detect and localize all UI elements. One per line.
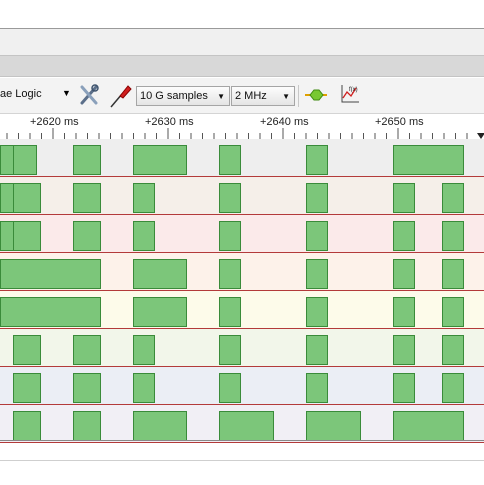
signal-pulse xyxy=(306,183,328,213)
signal-pulse xyxy=(306,335,328,365)
signal-baseline xyxy=(0,252,484,253)
signal-baseline xyxy=(0,366,484,367)
menu-band xyxy=(0,29,484,55)
channel-row[interactable] xyxy=(0,329,484,367)
signal-pulse xyxy=(133,259,187,289)
signal-pulse xyxy=(306,221,328,251)
signal-pulse xyxy=(442,297,464,327)
ruler-ticks xyxy=(6,128,468,140)
signal-pulse xyxy=(219,373,241,403)
simulate-icon[interactable] xyxy=(305,88,327,102)
signal-pulse xyxy=(393,221,415,251)
signal-pulse xyxy=(13,411,41,441)
end-marker-icon[interactable] xyxy=(477,133,484,139)
signal-baseline xyxy=(0,176,484,177)
ruler-label-2: +2630 ms xyxy=(145,116,194,128)
signal-pulse xyxy=(306,259,328,289)
probe-icon[interactable] xyxy=(108,83,132,109)
signal-pulse xyxy=(442,221,464,251)
signal-pulse xyxy=(0,297,101,327)
signal-pulse xyxy=(13,373,41,403)
channel-row[interactable] xyxy=(0,215,484,253)
signal-pulse xyxy=(73,411,101,441)
channel-row[interactable] xyxy=(0,253,484,291)
signal-pulse xyxy=(306,297,328,327)
toolbar: ae Logic ▼ 10 G samples ▼ 2 MHz ▼ xyxy=(0,78,484,113)
signal-pulse xyxy=(442,259,464,289)
analyzer-dropdown-arrow-icon[interactable]: ▼ xyxy=(62,88,71,98)
signal-pulse xyxy=(393,335,415,365)
signal-pulse xyxy=(393,145,464,175)
signal-pulse xyxy=(13,335,41,365)
signal-pulse xyxy=(219,221,241,251)
samples-value: 10 G samples xyxy=(140,90,208,102)
tools-icon[interactable] xyxy=(78,83,100,107)
channel-row[interactable] xyxy=(0,291,484,329)
channel-row[interactable] xyxy=(0,367,484,405)
signal-pulse xyxy=(133,335,155,365)
signal-pulse xyxy=(219,145,241,175)
signal-pulse xyxy=(73,335,101,365)
signal-pulse xyxy=(73,183,101,213)
signal-pulse xyxy=(219,259,241,289)
signal-pulse xyxy=(306,411,361,441)
signal-pulse xyxy=(133,297,187,327)
signal-pulse xyxy=(393,373,415,403)
channel-row[interactable] xyxy=(0,139,484,177)
signal-pulse xyxy=(73,145,101,175)
rate-dropdown[interactable]: 2 MHz ▼ xyxy=(231,86,295,106)
signal-pulse xyxy=(442,183,464,213)
chevron-down-icon: ▼ xyxy=(217,91,225,101)
signal-baseline xyxy=(0,214,484,215)
time-ruler: +2620 ms +2630 ms +2640 ms +2650 ms xyxy=(0,113,484,141)
signal-baseline xyxy=(0,328,484,329)
signal-pulse xyxy=(393,183,415,213)
signal-pulse xyxy=(0,259,101,289)
channel-row[interactable] xyxy=(0,177,484,215)
analyzer-label: ae Logic xyxy=(0,88,42,100)
signal-pulse xyxy=(73,373,101,403)
signal-pulse xyxy=(219,297,241,327)
svg-text:f(x): f(x) xyxy=(349,87,358,93)
signal-pulse xyxy=(393,259,415,289)
signal-pulse xyxy=(133,183,155,213)
signal-pulse xyxy=(442,335,464,365)
signal-pulse xyxy=(133,221,155,251)
waveform-bottom-border xyxy=(0,440,484,441)
signal-pulse xyxy=(219,411,274,441)
ruler-label-3: +2640 ms xyxy=(260,116,309,128)
chevron-down-icon: ▼ xyxy=(282,91,290,101)
status-area xyxy=(0,460,484,485)
signal-baseline xyxy=(0,442,484,443)
signal-pulse xyxy=(13,221,41,251)
signal-pulse xyxy=(306,145,328,175)
channel-row[interactable] xyxy=(0,405,484,443)
signal-pulse xyxy=(442,373,464,403)
title-bar xyxy=(0,0,484,29)
ruler-label-1: +2620 ms xyxy=(30,116,79,128)
signal-pulse xyxy=(219,335,241,365)
rate-value: 2 MHz xyxy=(235,90,267,102)
signal-pulse xyxy=(73,221,101,251)
toolbar-separator xyxy=(298,85,299,107)
signal-pulse xyxy=(13,145,37,175)
signal-baseline xyxy=(0,404,484,405)
signal-baseline xyxy=(0,290,484,291)
signal-pulse xyxy=(306,373,328,403)
signal-pulse xyxy=(393,411,464,441)
channel-area xyxy=(0,139,484,443)
tab-strip xyxy=(0,55,484,77)
function-icon[interactable]: f(x) xyxy=(340,84,360,104)
samples-dropdown[interactable]: 10 G samples ▼ xyxy=(136,86,230,106)
signal-pulse xyxy=(133,411,187,441)
ruler-label-4: +2650 ms xyxy=(375,116,424,128)
signal-pulse xyxy=(133,373,155,403)
signal-pulse xyxy=(393,297,415,327)
signal-pulse xyxy=(133,145,187,175)
signal-pulse xyxy=(219,183,241,213)
signal-pulse xyxy=(13,183,41,213)
